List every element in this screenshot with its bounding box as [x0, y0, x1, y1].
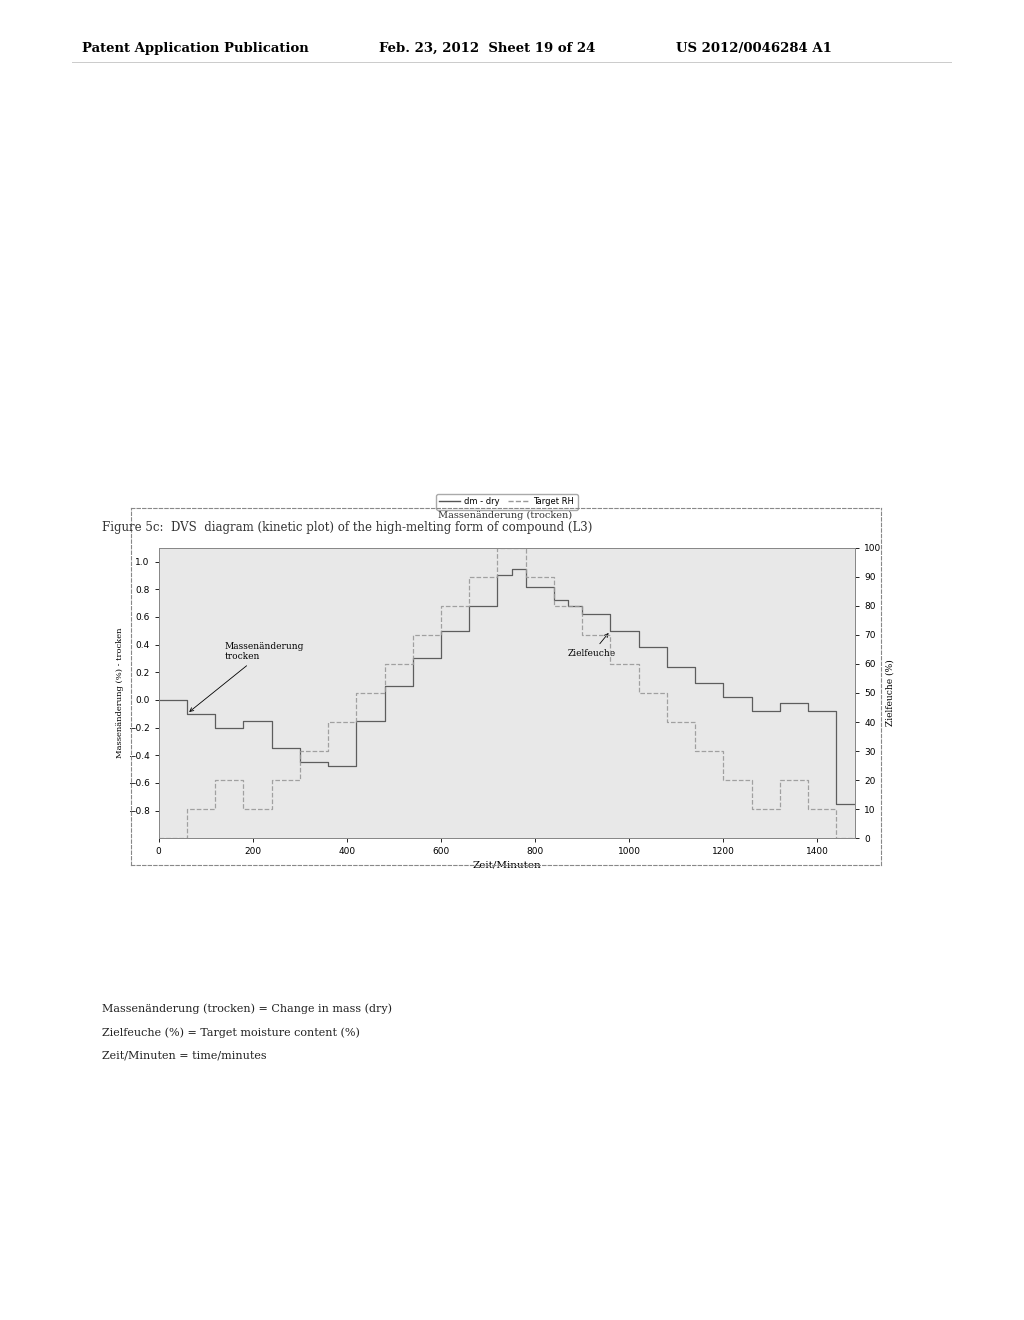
Text: Zielfeuche (%) = Target moisture content (%): Zielfeuche (%) = Target moisture content… — [102, 1027, 360, 1038]
Text: Massenänderung (trocken): Massenänderung (trocken) — [438, 511, 571, 520]
Text: Massenänderung (trocken) = Change in mass (dry): Massenänderung (trocken) = Change in mas… — [102, 1003, 392, 1014]
Text: Figure 5c:  DVS  diagram (kinetic plot) of the high-melting form of compound (L3: Figure 5c: DVS diagram (kinetic plot) of… — [102, 521, 593, 535]
Text: Zeit/Minuten = time/minutes: Zeit/Minuten = time/minutes — [102, 1051, 267, 1061]
X-axis label: Zeit/Minuten: Zeit/Minuten — [472, 861, 542, 870]
Legend: dm - dry, Target RH: dm - dry, Target RH — [436, 494, 578, 510]
Text: Massenänderung
trocken: Massenänderung trocken — [189, 642, 304, 711]
Text: Patent Application Publication: Patent Application Publication — [82, 42, 308, 55]
Text: Zielfeuche: Zielfeuche — [568, 634, 616, 657]
Text: Feb. 23, 2012  Sheet 19 of 24: Feb. 23, 2012 Sheet 19 of 24 — [379, 42, 595, 55]
Y-axis label: Massenänderung (%) - trocken: Massenänderung (%) - trocken — [116, 628, 124, 758]
Y-axis label: Zielfeuche (%): Zielfeuche (%) — [886, 660, 895, 726]
Text: US 2012/0046284 A1: US 2012/0046284 A1 — [676, 42, 831, 55]
